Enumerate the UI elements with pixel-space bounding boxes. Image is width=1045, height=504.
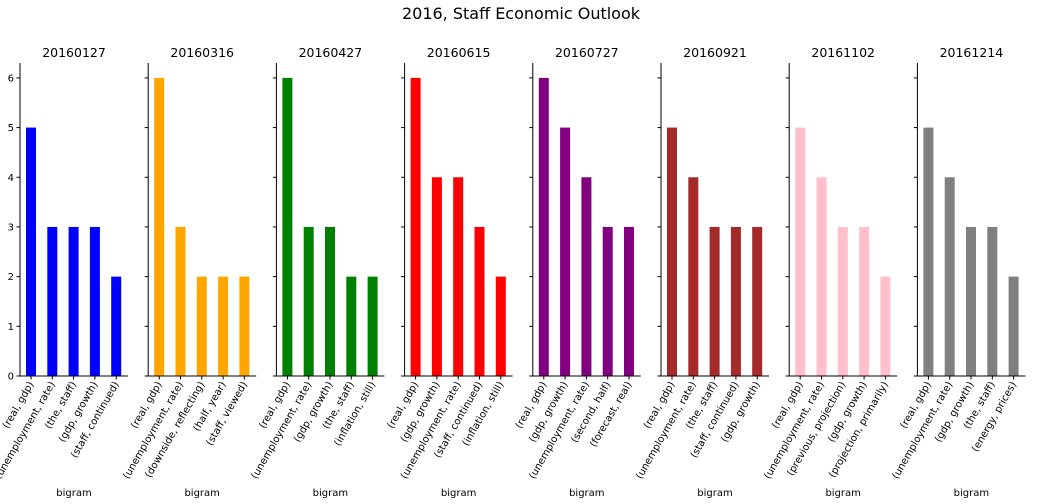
bar-2 [175, 226, 186, 376]
bar-5 [367, 276, 378, 376]
bar-1 [410, 77, 421, 377]
bar-2 [560, 127, 571, 376]
panel-20160921: 20160921(real, gdp)(unemployment, rate)(… [634, 45, 769, 499]
bar-4 [730, 226, 741, 376]
bar-5 [880, 276, 891, 376]
panel-title: 20160615 [427, 45, 491, 60]
bar-4 [602, 226, 613, 376]
bar-4 [987, 226, 998, 376]
bar-1 [282, 77, 293, 377]
bar-5 [111, 276, 122, 376]
panel-20161102: 20161102(real, gdp)(unemployment, rate)(… [762, 45, 898, 499]
panel-title: 20161214 [940, 45, 1004, 60]
bar-1 [538, 77, 549, 377]
bar-3 [453, 177, 464, 376]
panel-title: 20160127 [42, 45, 106, 60]
bar-3 [709, 226, 720, 376]
bar-2 [944, 177, 955, 376]
bar-3 [966, 226, 976, 376]
bar-4 [859, 226, 870, 376]
panel-20160427: 20160427(real, gdp)(unemployment, rate)(… [250, 45, 385, 499]
panel-title: 20160427 [299, 45, 363, 60]
bar-2 [816, 177, 827, 376]
bar-4 [346, 276, 357, 376]
panel-20160316: 20160316(real, gdp)(unemployment, rate)(… [121, 45, 257, 499]
figure-title: 2016, Staff Economic Outlook [402, 4, 641, 23]
x-axis-label: bigram [825, 488, 860, 499]
y-tick-label: 1 [8, 322, 14, 333]
x-axis-label: bigram [697, 488, 732, 499]
bar-5 [624, 226, 634, 376]
bar-3 [837, 226, 848, 376]
x-axis-label: bigram [569, 488, 604, 499]
y-tick-label: 2 [8, 272, 14, 283]
panel-title: 20161102 [811, 45, 875, 60]
bar-2 [688, 177, 699, 376]
panel-title: 20160316 [170, 45, 234, 60]
y-tick-label: 0 [8, 372, 14, 383]
bar-3 [581, 177, 592, 376]
bar-2 [303, 226, 314, 376]
bar-1 [923, 127, 934, 376]
panel-20161214: 20161214(real, gdp)(unemployment, rate)(… [891, 45, 1026, 499]
panel-title: 20160921 [683, 45, 747, 60]
panel-20160727: 20160727(real, gdp)(gdp, growth)(unemplo… [514, 45, 641, 499]
x-axis-label: bigram [954, 488, 989, 499]
y-tick-label: 6 [8, 73, 14, 84]
y-tick-label: 4 [8, 173, 14, 184]
bar-5 [1008, 276, 1019, 376]
bar-5 [239, 276, 250, 376]
y-tick-label: 3 [8, 222, 14, 233]
panel-20160615: 20160615(real, gdp)(gdp, growth)(unemplo… [386, 45, 513, 499]
bar-3 [196, 276, 207, 376]
bar-2 [431, 177, 442, 376]
bar-1 [154, 77, 165, 377]
bar-4 [89, 226, 100, 376]
bar-5 [752, 226, 763, 376]
bar-5 [495, 276, 506, 376]
x-axis-label: bigram [184, 488, 219, 499]
bar-4 [218, 276, 229, 376]
bar-1 [667, 127, 677, 376]
bar-3 [325, 226, 335, 376]
x-axis-label: bigram [313, 488, 348, 499]
y-tick-label: 5 [8, 123, 14, 134]
x-axis-label: bigram [56, 488, 91, 499]
bar-4 [474, 226, 485, 376]
x-axis-label: bigram [441, 488, 476, 499]
bar-3 [68, 226, 79, 376]
bar-2 [47, 226, 58, 376]
bar-1 [795, 127, 806, 376]
panel-title: 20160727 [555, 45, 619, 60]
bar-1 [26, 127, 36, 376]
